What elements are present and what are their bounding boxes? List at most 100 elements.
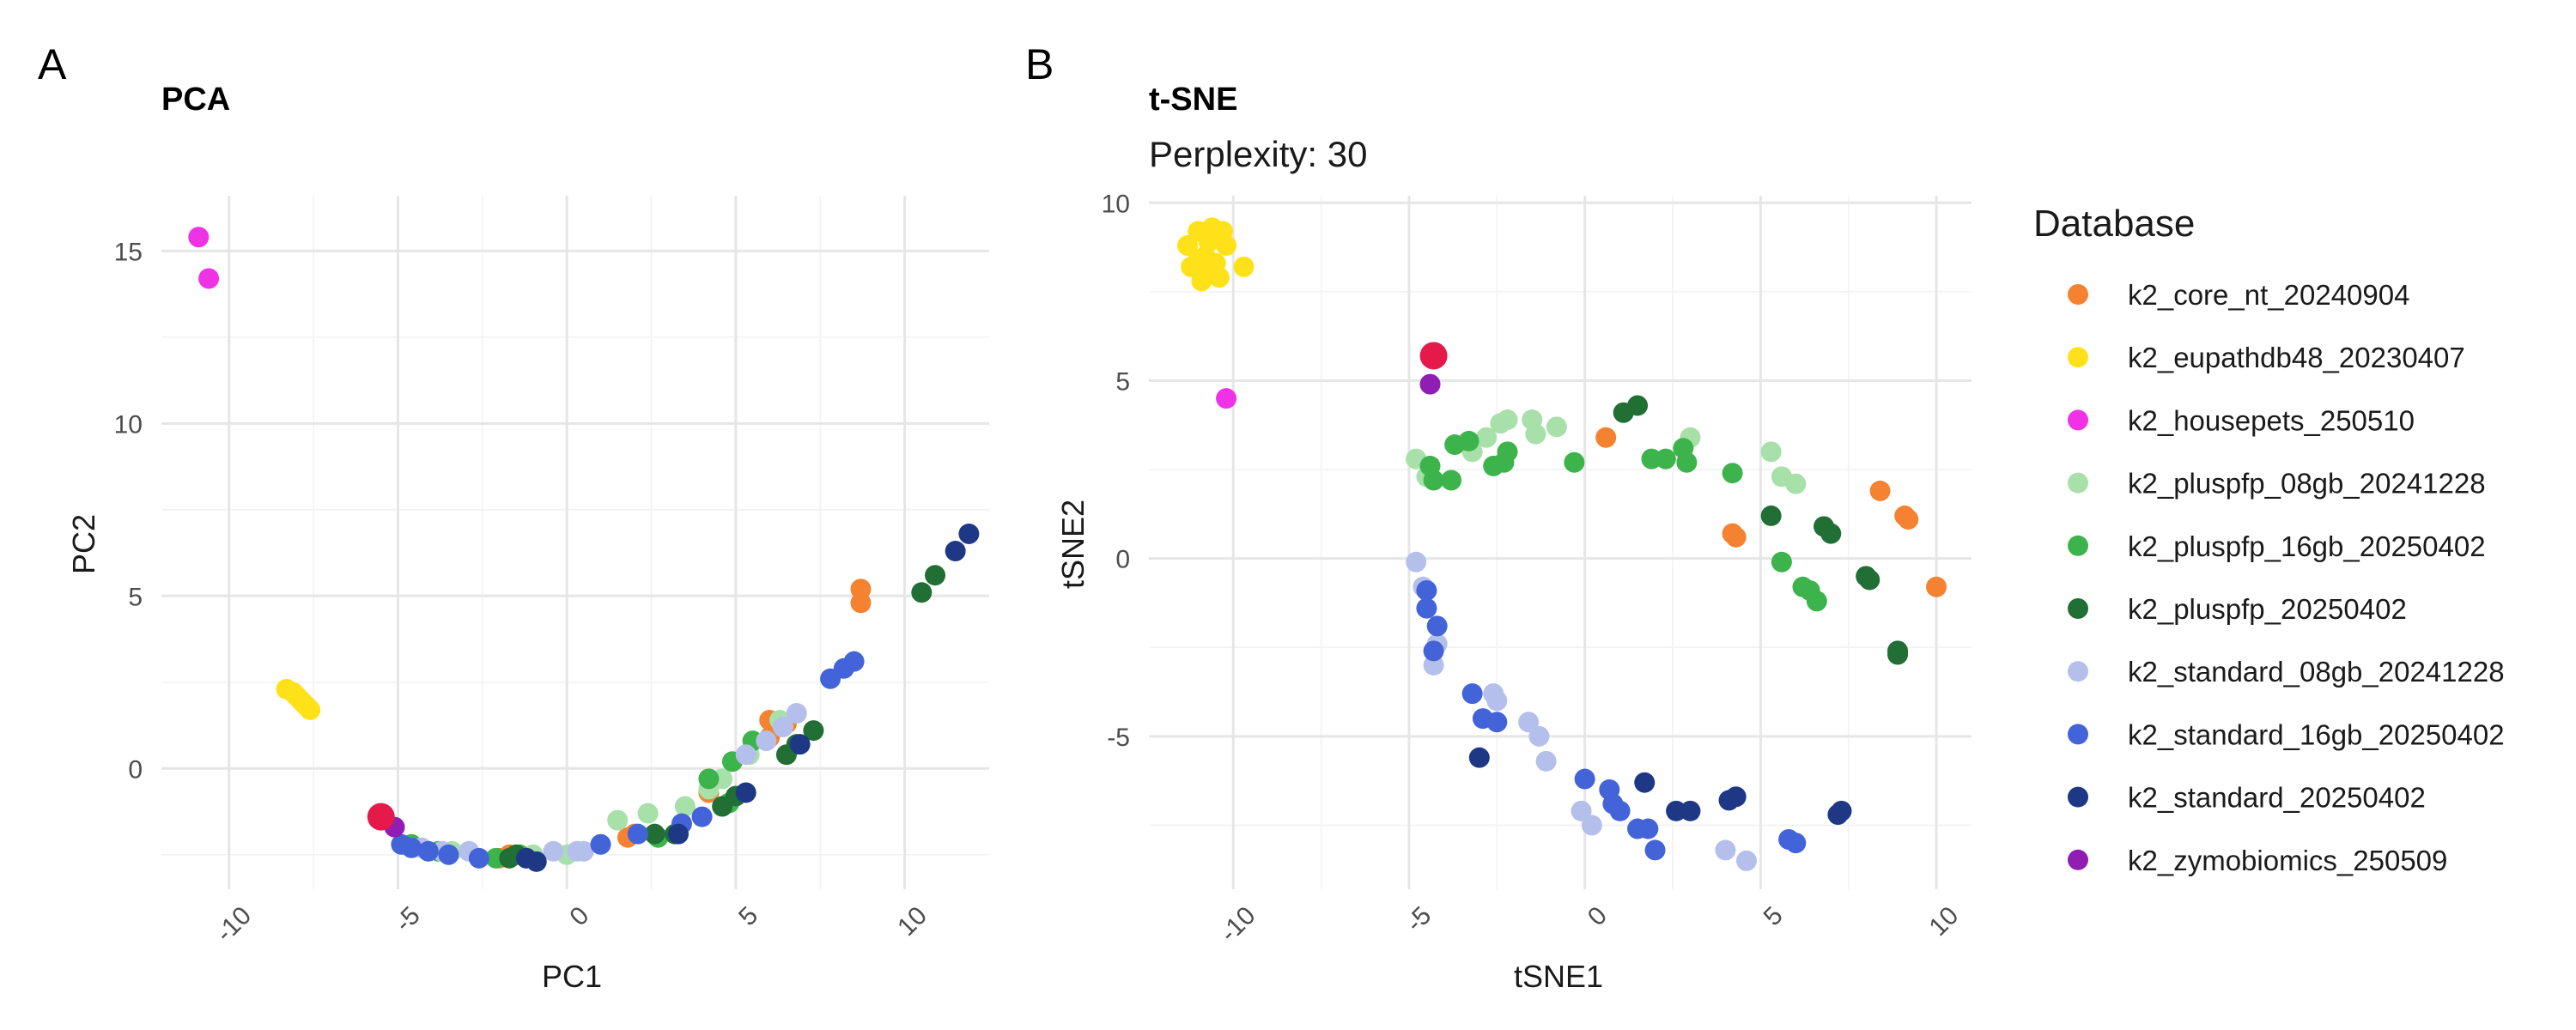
pca-highlight-point [367, 803, 395, 831]
pca-point [543, 840, 564, 862]
tsne-subtitle: Perplexity: 30 [1149, 134, 1367, 174]
legend-key [2068, 409, 2088, 431]
tsne-point [1820, 523, 1842, 544]
legend-label: k2_standard_16gb_20250402 [2128, 718, 2505, 750]
tsne-y-tick-label: -5 [1107, 724, 1130, 752]
tsne-point [1486, 712, 1508, 733]
pca-point [300, 699, 321, 720]
legend-key [2068, 535, 2088, 556]
tsne-x-axis-title: tSNE1 [1514, 959, 1603, 994]
tsne-point [1535, 750, 1557, 772]
pca-point [756, 730, 777, 752]
tsne-point [1525, 423, 1546, 445]
legend-label: k2_standard_08gb_20241228 [2128, 656, 2505, 688]
tsne-point [1869, 480, 1891, 501]
tsne-point [1416, 579, 1437, 601]
legend-key [2068, 849, 2088, 870]
pca-y-tick-label: 0 [128, 755, 143, 784]
tsne-point [1634, 772, 1656, 793]
pca-x-tick-label: 0 [564, 901, 594, 931]
panel-a-tag: A [38, 40, 67, 88]
pca-y-tick-label: 5 [128, 583, 143, 611]
tsne-x-tick-label: -10 [1215, 901, 1261, 948]
tsne-point [1725, 786, 1747, 808]
tsne-highlight-point [1419, 342, 1448, 370]
pca-point [945, 541, 966, 562]
panel-tsne: B t-SNE Perplexity: 30 -10 -5 0 5 10 -5 0 5 10 t… [1025, 40, 1971, 994]
pca-x-tick-label: -5 [390, 901, 426, 937]
tsne-point [1771, 551, 1792, 573]
pca-point [515, 847, 537, 869]
tsne-point [1595, 427, 1617, 448]
tsne-point [1887, 644, 1909, 665]
tsne-point [1177, 235, 1199, 257]
tsne-point [1423, 654, 1444, 676]
pca-point [198, 268, 220, 289]
pca-point [786, 702, 807, 724]
tsne-y-tick-label: 10 [1102, 190, 1130, 218]
pca-point [607, 809, 629, 831]
pca-point [468, 847, 489, 869]
pca-point [674, 796, 696, 817]
tsne-point [1216, 388, 1237, 409]
pca-point [735, 782, 756, 803]
pca-point [691, 806, 713, 827]
tsne-point [1627, 395, 1649, 416]
tsne-point [1458, 430, 1479, 451]
legend-label: k2_zymobiomics_250509 [2128, 845, 2447, 876]
tsne-point [1461, 683, 1483, 705]
tsne-point [1680, 800, 1701, 821]
pca-point [391, 833, 412, 855]
pca-point [698, 768, 720, 790]
pca-point [188, 227, 210, 248]
legend-label: k2_pluspfp_16gb_20250402 [2128, 530, 2486, 562]
tsne-x-tick-label: 0 [1583, 901, 1613, 931]
tsne-point [1581, 815, 1602, 836]
tsne-point [1468, 747, 1490, 768]
tsne-point [1518, 712, 1540, 733]
pca-x-tick-label: 5 [733, 901, 763, 931]
pca-point [772, 717, 793, 738]
pca-y-tick-label: 15 [114, 238, 143, 266]
tsne-point [1426, 615, 1448, 637]
tsne-x-tick-label: 10 [1924, 901, 1965, 942]
legend-key [2068, 472, 2088, 494]
tsne-point [1676, 451, 1698, 473]
tsne-title: t-SNE [1149, 82, 1237, 118]
tsne-point [1785, 473, 1807, 494]
tsne-point [1735, 850, 1757, 871]
tsne-point [1419, 455, 1441, 476]
pca-y-tick-label: 10 [114, 410, 143, 439]
legend-key [2068, 347, 2088, 368]
tsne-point [1898, 509, 1919, 530]
pca-y-axis-title: PC2 [66, 514, 101, 574]
tsne-point [1493, 451, 1515, 473]
tsne-point [1216, 235, 1237, 257]
tsne-point [1571, 800, 1592, 821]
tsne-point [1194, 260, 1216, 282]
pca-point [417, 840, 439, 862]
legend: Database k2_core_nt_20240904 k2_eupathdb4… [2033, 203, 2505, 876]
pca-point [911, 582, 933, 603]
tsne-point [1528, 725, 1550, 747]
tsne-tick-labels: -10 -5 0 5 10 -5 0 5 10 [1102, 190, 1965, 948]
tsne-point [1715, 839, 1736, 861]
pca-point [925, 565, 946, 586]
pca-points [188, 227, 980, 872]
pca-x-tick-label: 10 [892, 901, 933, 942]
pca-x-tick-label: -10 [210, 901, 257, 948]
legend-label: k2_core_nt_20240904 [2128, 279, 2409, 311]
panel-pca: A PCA -10 -5 0 5 10 0 5 10 15 PC1 PC2 [38, 40, 989, 994]
legend-key [2068, 598, 2088, 619]
tsne-point [1725, 526, 1747, 548]
tsne-point [1546, 416, 1567, 438]
legend-label: k2_pluspfp_20250402 [2128, 593, 2407, 625]
tsne-point [1574, 768, 1595, 790]
pca-x-axis-title: PC1 [542, 959, 602, 994]
tsne-x-tick-label: -5 [1400, 901, 1437, 937]
pca-point [843, 651, 865, 672]
pca-point [637, 803, 659, 824]
legend-key [2068, 786, 2088, 808]
legend-key [2068, 284, 2088, 305]
tsne-y-axis-title: tSNE2 [1055, 500, 1091, 589]
